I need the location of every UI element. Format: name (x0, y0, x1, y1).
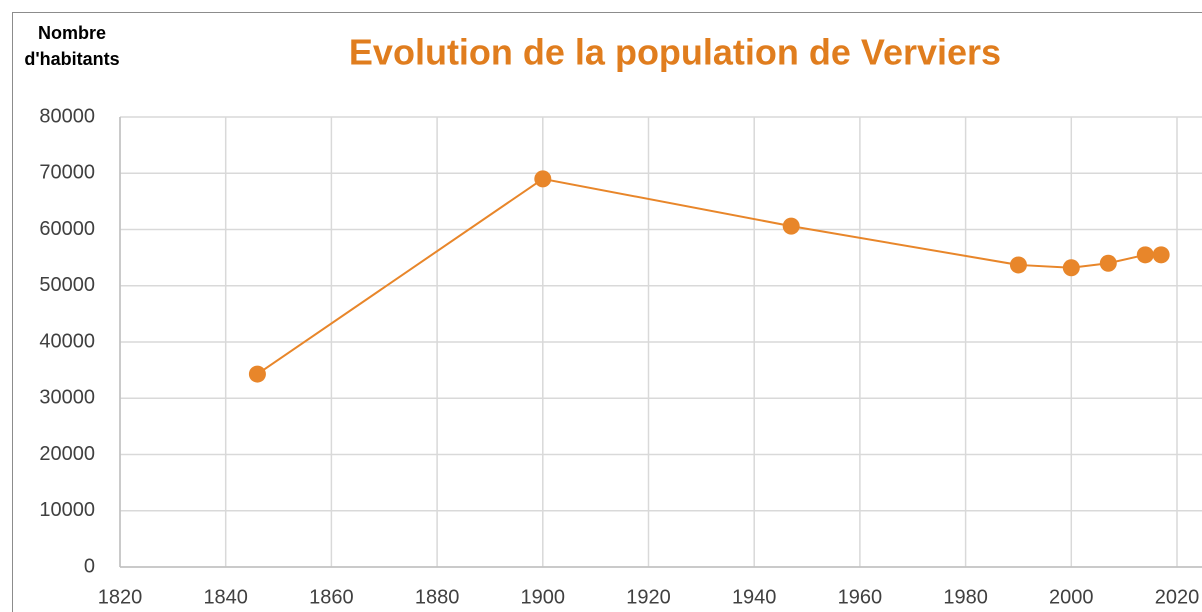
x-tick-label: 1980 (943, 586, 988, 608)
data-point (534, 170, 552, 188)
x-tick-label: 1940 (732, 586, 777, 608)
x-tick-label: 1900 (521, 586, 566, 608)
y-tick-label: 30000 (39, 387, 95, 409)
data-line (256, 177, 1162, 375)
chart-title: Evolution de la population de Verviers (349, 32, 1001, 73)
data-point (1136, 246, 1154, 264)
y-tick-label: 80000 (39, 105, 95, 127)
x-tick-label: 1920 (626, 586, 671, 608)
data-point (1062, 259, 1080, 277)
y-tick-label: 10000 (39, 499, 95, 521)
y-tick-label: 60000 (39, 218, 95, 240)
data-point (1152, 246, 1170, 264)
y-tick-label: 40000 (39, 330, 95, 352)
x-tick-label: 1860 (309, 586, 354, 608)
chart-frame (12, 12, 1202, 612)
data-point (248, 365, 266, 383)
data-point (1099, 254, 1117, 272)
y-tick-label: 50000 (39, 274, 95, 296)
y-tick-label: 70000 (39, 162, 95, 184)
x-tick-label: 1960 (838, 586, 883, 608)
y-tick-label: 0 (84, 555, 95, 577)
x-tick-label: 1840 (203, 586, 248, 608)
y-tick-label: 20000 (39, 443, 95, 465)
data-point (782, 217, 800, 235)
x-tick-label: 2000 (1049, 586, 1094, 608)
x-tick-label: 1880 (415, 586, 460, 608)
x-tick-label: 2020 (1155, 586, 1200, 608)
data-point (1009, 256, 1027, 274)
x-tick-label: 1820 (98, 586, 143, 608)
y-axis-label: Nombre d'habitants (24, 23, 120, 69)
